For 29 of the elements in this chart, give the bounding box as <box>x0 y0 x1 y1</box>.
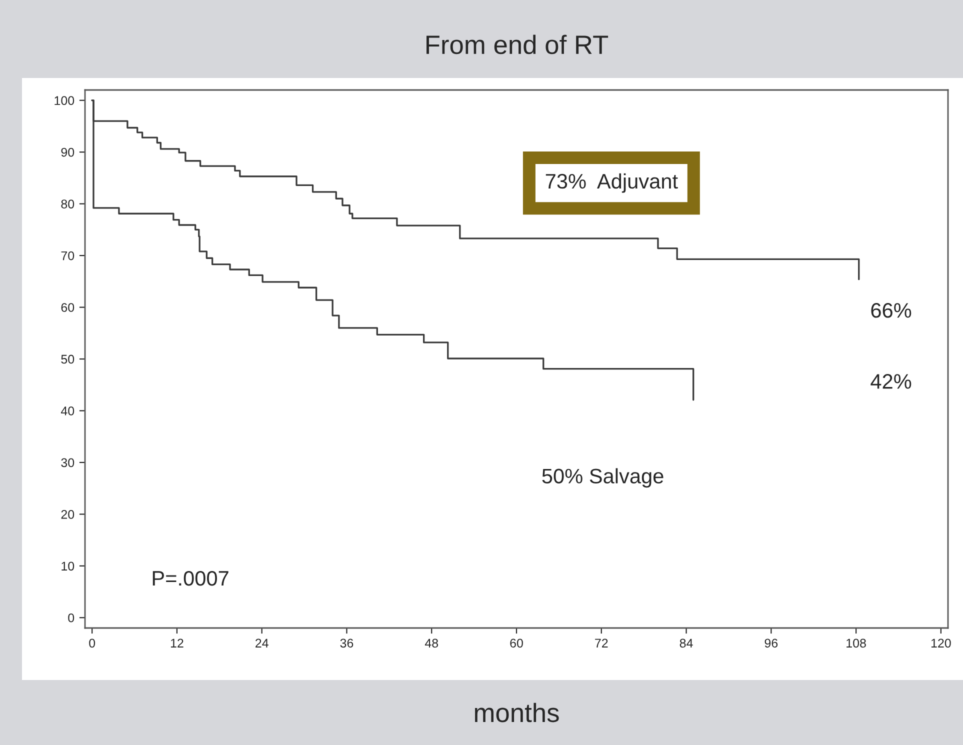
x-tick-label: 24 <box>256 638 268 648</box>
y-tick-label: 50 <box>61 354 74 364</box>
x-tick-label: 72 <box>595 638 608 648</box>
y-tick-label: 70 <box>61 251 74 260</box>
x-axis-title: months <box>474 702 559 722</box>
y-tick-label: 60 <box>61 303 74 312</box>
annotation: 73% Adjuvant <box>546 173 678 193</box>
x-tick-label: 96 <box>764 638 778 648</box>
y-tick-label: 10 <box>62 562 74 571</box>
x-tick-label: 0 <box>89 638 96 648</box>
y-tick-label: 20 <box>61 510 74 519</box>
y-tick-label: 40 <box>60 406 74 416</box>
annotation: 66% <box>871 303 912 318</box>
chart-title: From end of RT <box>426 34 608 54</box>
x-tick-label: 108 <box>846 638 866 648</box>
x-tick-label: 60 <box>510 638 523 648</box>
x-tick-label: 12 <box>170 638 184 648</box>
annotation: P=.0007 <box>152 570 228 586</box>
y-tick-label: 100 <box>54 96 74 105</box>
x-tick-label: 120 <box>931 638 951 648</box>
annotation: 42% <box>870 374 912 389</box>
y-tick-label: 90 <box>61 148 74 157</box>
annotation: 50% Salvage <box>542 468 664 488</box>
y-tick-label: 0 <box>68 613 74 622</box>
y-tick-label: 80 <box>61 200 74 208</box>
x-tick-label: 48 <box>424 638 438 648</box>
x-tick-label: 84 <box>680 638 693 648</box>
x-tick-label: 36 <box>340 638 354 648</box>
y-tick-label: 30 <box>61 458 74 468</box>
